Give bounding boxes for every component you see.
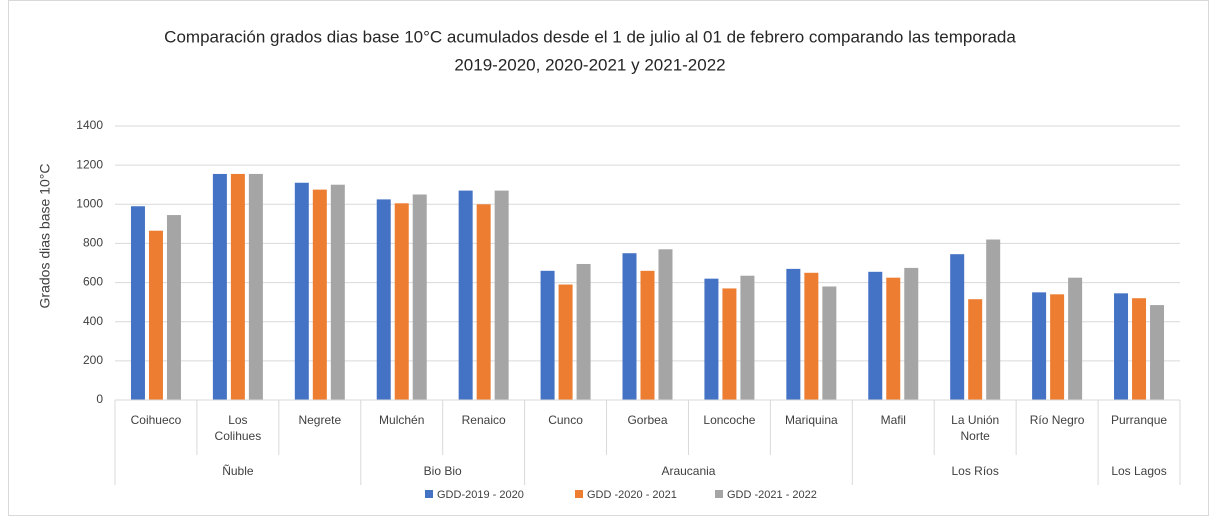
bar [1050, 294, 1065, 400]
bar [166, 215, 181, 400]
bar [494, 190, 509, 400]
chart-border [8, 0, 1209, 516]
bar [394, 203, 409, 400]
x-tick-label: Gorbea [627, 413, 668, 427]
bar [786, 268, 801, 400]
bar [722, 288, 737, 400]
x-tick-label: Renaico [461, 413, 506, 427]
bar [1068, 277, 1083, 400]
x-tick-label: Loncoche [703, 413, 756, 427]
x-tick-label-box: Purranque [1111, 413, 1168, 427]
x-tick-label-box: Mulchén [379, 413, 425, 427]
bar [148, 230, 163, 400]
bar [576, 263, 591, 400]
chart-title: Comparación grados dias base 10°C acumul… [164, 27, 1016, 46]
legend-label: GDD-2019 - 2020 [437, 489, 524, 501]
bar [330, 184, 345, 400]
x-tick-label: Río Negro [1029, 413, 1085, 427]
legend-label: GDD -2021 - 2022 [727, 489, 817, 501]
bar [1132, 298, 1147, 400]
bar [886, 277, 901, 400]
bar [986, 239, 1001, 400]
chart-title: 2019-2020, 2020-2021 y 2021-2022 [454, 55, 725, 74]
bar [458, 190, 473, 400]
legend-swatch [715, 490, 723, 498]
bar [212, 173, 227, 400]
x-tick-label-box: Negrete [298, 413, 342, 427]
bar [476, 204, 491, 400]
legend-label: GDD -2020 - 2021 [587, 489, 677, 501]
bar [1114, 293, 1129, 400]
bar [294, 182, 309, 400]
group-label: Ñuble [222, 464, 254, 478]
bar [376, 199, 391, 400]
x-tick-label-box: Renaico [461, 413, 506, 427]
x-tick-label: Cunco [548, 413, 583, 427]
legend-swatch [575, 490, 583, 498]
x-tick-label-box: Mariquina [784, 413, 838, 427]
group-label: Bio Bio [424, 464, 462, 478]
x-tick-label: Mulchén [379, 413, 425, 427]
bar [230, 173, 245, 400]
bar [640, 270, 655, 400]
bar [540, 270, 555, 400]
x-tick-label: Los Colihues [214, 413, 262, 443]
bar [740, 275, 755, 400]
x-tick-label-box: Gorbea [627, 413, 668, 427]
y-tick-label: 600 [83, 275, 103, 289]
x-tick-label-box: Coihueco [130, 413, 182, 427]
x-tick-label-box: Loncoche [703, 413, 756, 427]
group-label: Los Lagos [1111, 464, 1166, 478]
bar [968, 299, 983, 400]
bar [804, 272, 819, 400]
bar [904, 267, 919, 400]
bar [412, 194, 427, 400]
x-tick-label: Mariquina [784, 413, 838, 427]
x-tick-label-box: Mafil [880, 413, 906, 427]
y-tick-label: 1400 [76, 118, 103, 132]
y-axis-label: Grados dias base 10°C [37, 164, 53, 309]
x-tick-label: Negrete [298, 413, 342, 427]
bar [704, 278, 719, 400]
x-tick-label-box: La Unión Norte [951, 413, 1000, 443]
group-label: Araucania [661, 464, 715, 478]
x-tick-label-box: Cunco [548, 413, 583, 427]
bar [1032, 292, 1047, 400]
x-tick-label: Coihueco [130, 413, 182, 427]
x-tick-label: Purranque [1111, 413, 1168, 427]
y-tick-label: 1000 [76, 196, 103, 210]
y-tick-label: 200 [83, 353, 103, 367]
x-tick-label-box: Río Negro [1029, 413, 1085, 427]
x-tick-label: La Unión Norte [951, 413, 1000, 443]
legend-swatch [425, 490, 433, 498]
group-label: Los Ríos [952, 464, 999, 478]
bar [312, 189, 327, 400]
bar [1150, 305, 1165, 400]
bar [950, 254, 965, 400]
bar [130, 206, 145, 400]
bar [658, 249, 673, 400]
y-tick-label: 0 [96, 392, 103, 406]
bar [622, 253, 637, 400]
x-tick-label-box: Los Colihues [214, 413, 262, 443]
bar [822, 286, 837, 400]
x-tick-label: Mafil [880, 413, 906, 427]
y-tick-label: 400 [83, 314, 103, 328]
bar [558, 284, 573, 400]
y-tick-label: 1200 [76, 157, 103, 171]
bar [868, 271, 883, 400]
bar [248, 173, 263, 400]
y-tick-label: 800 [83, 236, 103, 250]
